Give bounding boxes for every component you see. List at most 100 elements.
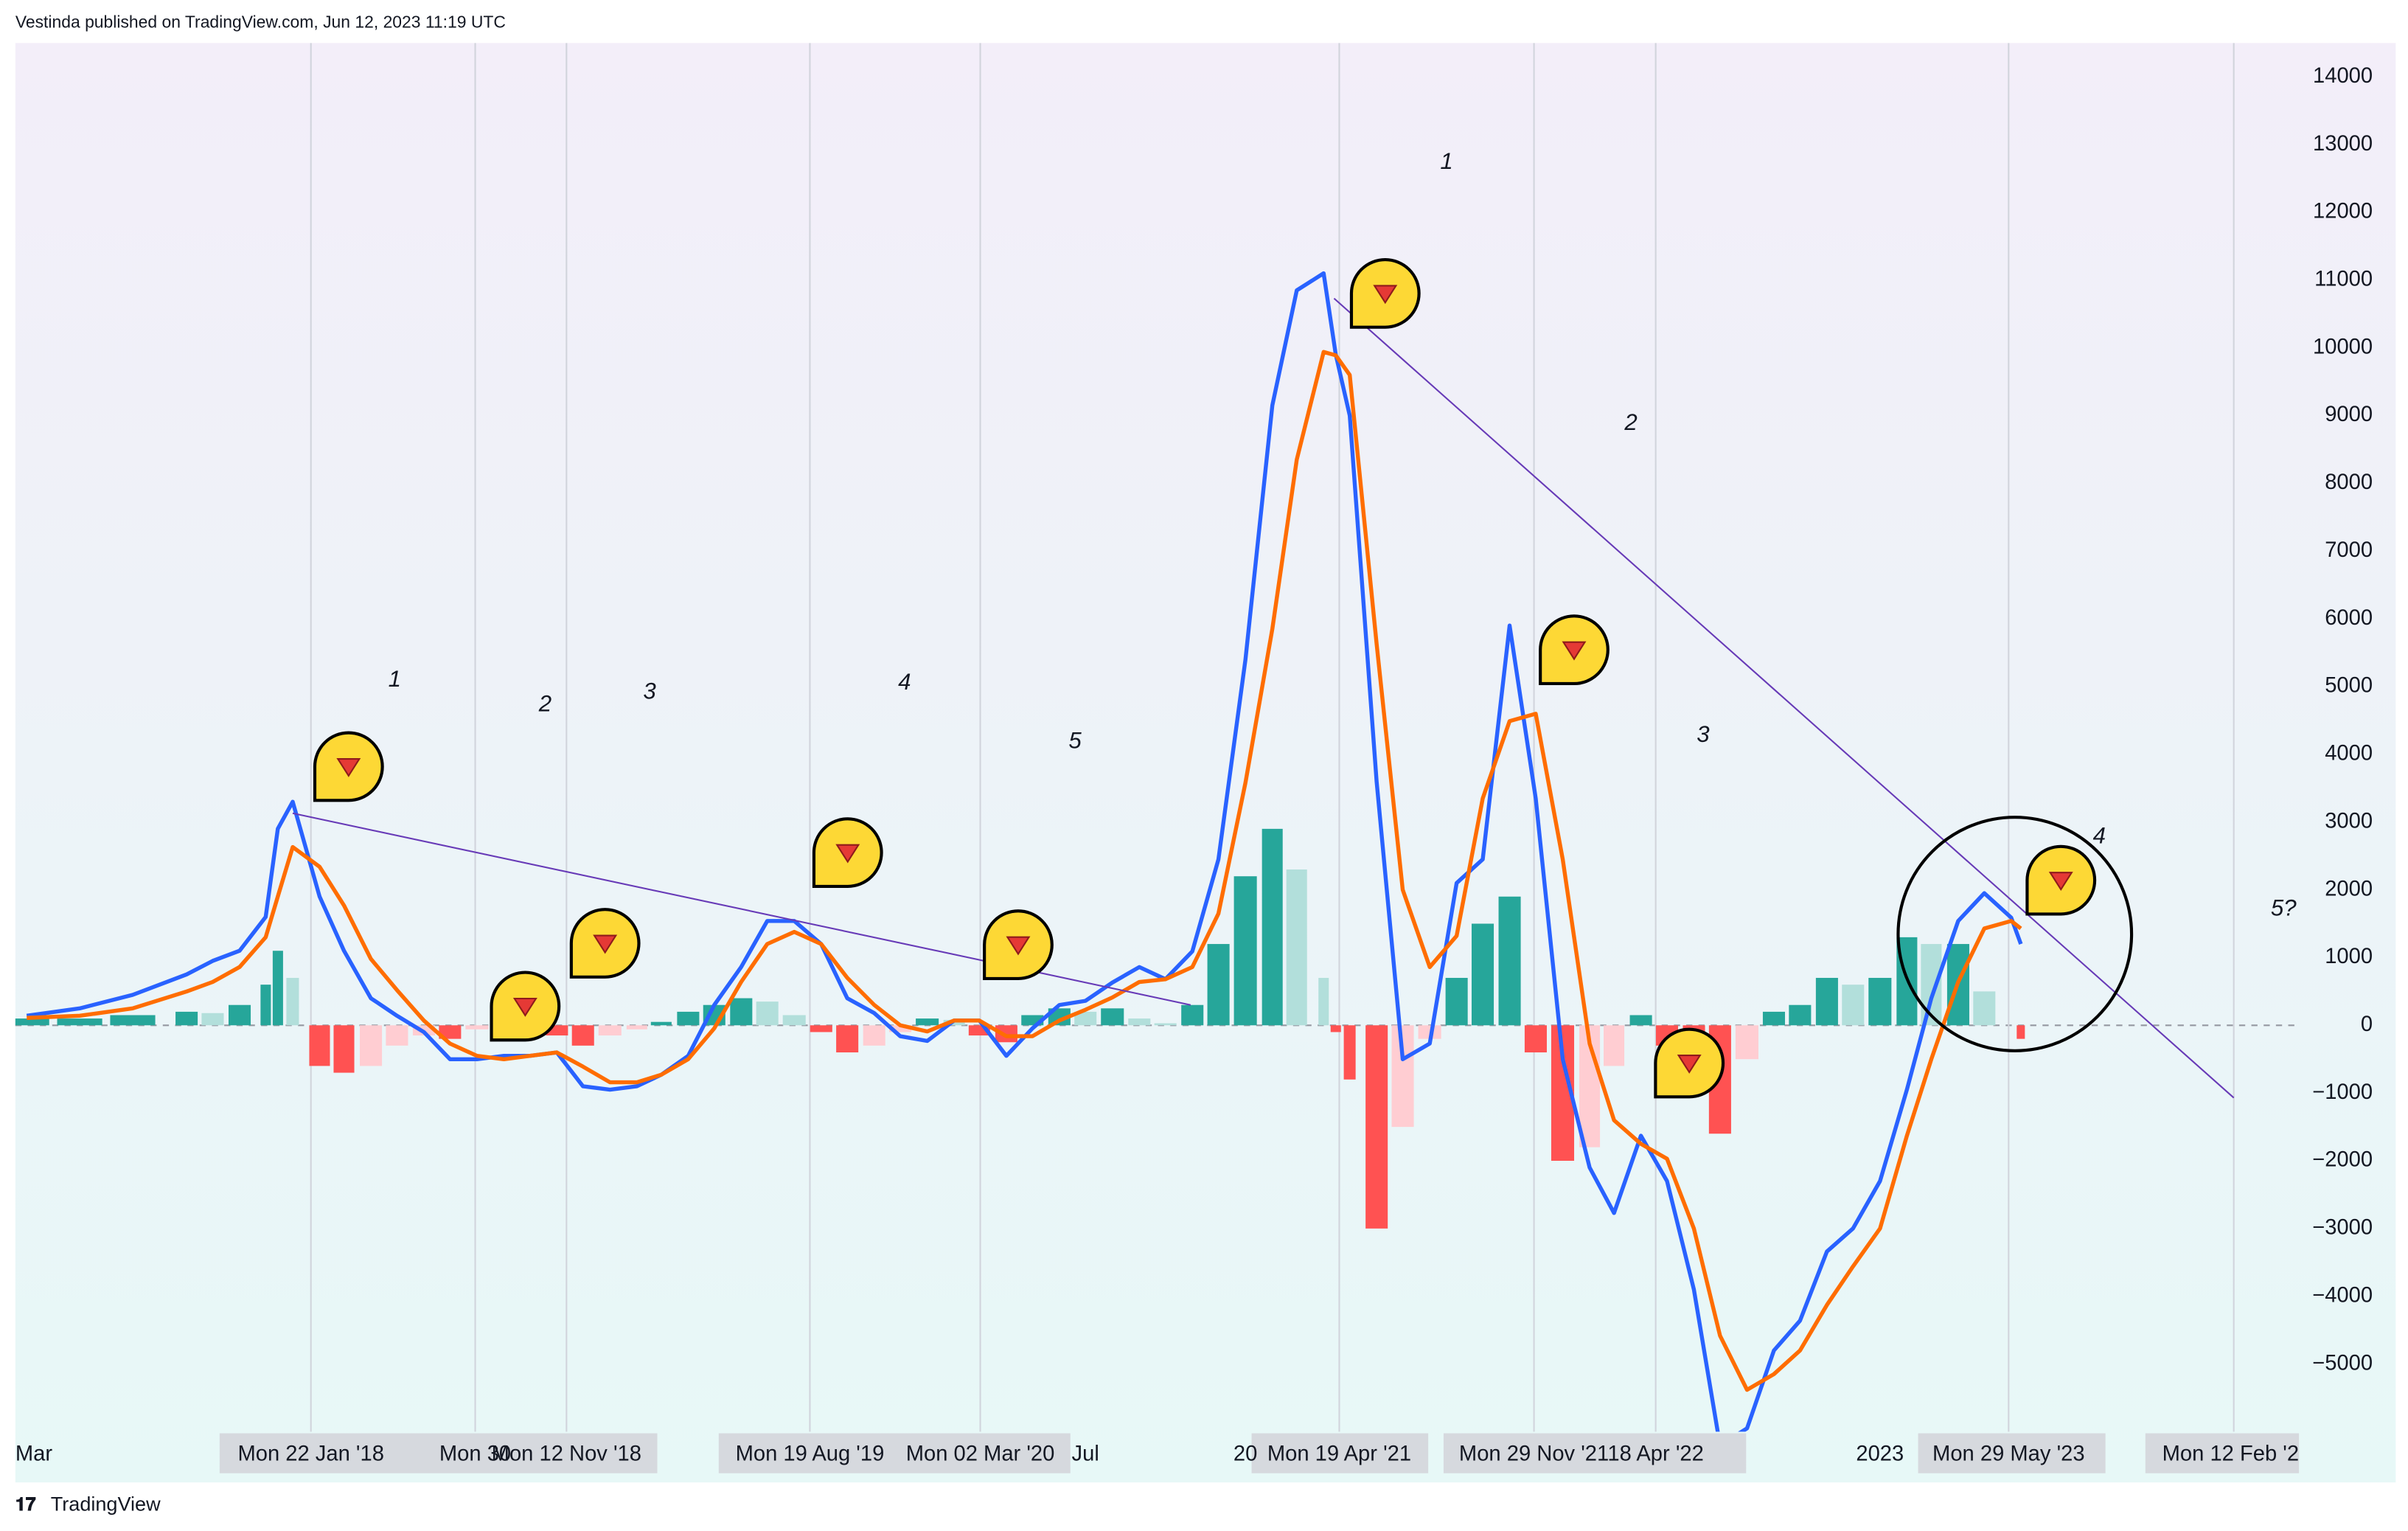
x-tick-label: 2023 (1856, 1442, 1904, 1465)
histogram-bar (810, 1025, 832, 1032)
x-tick-label: 18 Apr '22 (1607, 1442, 1703, 1465)
histogram-bar (15, 1018, 49, 1026)
marker-arrow (593, 934, 618, 954)
y-tick-label: 10000 (2313, 335, 2373, 358)
marker-arrow (512, 997, 537, 1017)
y-tick-label: 4000 (2325, 742, 2373, 766)
marker-arrow (336, 758, 361, 777)
signal-marker (983, 909, 1054, 981)
histogram-bar (1330, 1025, 1341, 1032)
histogram-bar (650, 1021, 672, 1026)
x-tick-label: Mon 29 Nov '21 (1459, 1442, 1609, 1465)
histogram-bar (863, 1025, 885, 1046)
histogram-bar (1262, 828, 1283, 1026)
series-line (27, 350, 2022, 1392)
y-tick-label: −1000 (2312, 1080, 2373, 1104)
x-tick-label: Mon 19 Aug '19 (736, 1442, 885, 1465)
histogram-bar (1973, 991, 1996, 1026)
histogram-bar (465, 1025, 489, 1030)
label-box (219, 1433, 658, 1473)
x-tick-label: Mon 30 (439, 1442, 511, 1465)
histogram-bar (756, 1001, 779, 1026)
footer: TradingView (51, 1493, 161, 1516)
histogram-bar (1207, 944, 1230, 1026)
x-tick-label: Mon 12 Nov '18 (492, 1442, 641, 1465)
x-tick-label: Mon 22 Jan '18 (237, 1442, 383, 1465)
marker-arrow (2048, 872, 2073, 892)
histogram-bar (1343, 1025, 1356, 1080)
histogram-bar (1762, 1011, 1786, 1026)
histogram-bar (1445, 977, 1468, 1026)
histogram-bar (1365, 1025, 1388, 1229)
label-box (1443, 1433, 1747, 1473)
trendline (292, 812, 1191, 1006)
histogram-bar (1286, 869, 1307, 1026)
plot-background (15, 43, 2396, 1483)
y-tick-label: 6000 (2325, 606, 2373, 630)
histogram-bar (916, 1018, 939, 1026)
marker-arrow (1562, 641, 1587, 661)
histogram-bar (175, 1011, 198, 1026)
signal-marker (569, 908, 641, 979)
y-tick-label: 12000 (2313, 200, 2373, 223)
signal-marker (313, 731, 384, 802)
histogram-bar (1498, 896, 1521, 1026)
y-tick-label: 7000 (2325, 538, 2373, 562)
histogram-bar (57, 1018, 102, 1026)
y-tick-label: −4000 (2312, 1283, 2373, 1307)
label-box (1918, 1433, 2106, 1473)
histogram-bar (836, 1025, 859, 1053)
wave-label: 2 (1624, 409, 1637, 435)
histogram-bar (286, 977, 299, 1026)
histogram-bar (1735, 1025, 1758, 1060)
wave-label: 3 (1697, 721, 1710, 747)
y-tick-label: 1000 (2325, 945, 2373, 968)
x-tick-label: Mon 02 Mar '20 (906, 1442, 1055, 1465)
histogram-bar (1318, 977, 1329, 1026)
wave-label: 5? (2271, 895, 2297, 920)
histogram-bar (1604, 1025, 1625, 1066)
histogram-bar (386, 1025, 408, 1046)
histogram-bar (1868, 977, 1892, 1026)
logo: 𝟏𝟕 (15, 1494, 36, 1515)
histogram-bar (889, 1025, 912, 1032)
histogram-bar (201, 1013, 224, 1026)
y-tick-label: −2000 (2312, 1148, 2373, 1172)
histogram-bar (782, 1015, 806, 1026)
histogram-bar (1181, 1004, 1204, 1026)
signal-marker (1654, 1027, 1725, 1099)
signal-marker (2025, 844, 2097, 916)
logo-mark: 𝟏𝟕 (15, 1494, 36, 1515)
wave-label: 4 (898, 669, 911, 695)
histogram-bar (1128, 1018, 1151, 1026)
signal-marker (1349, 257, 1421, 329)
x-tick-label: Jul (1072, 1442, 1099, 1465)
histogram-bar (272, 951, 283, 1026)
histogram-bar (309, 1025, 330, 1066)
y-tick-label: 11000 (2314, 268, 2373, 291)
marker-arrow (1677, 1055, 1702, 1074)
y-tick-label: 5000 (2325, 674, 2373, 698)
histogram-bar (1048, 1008, 1071, 1026)
histogram-bar (571, 1025, 594, 1046)
wave-label: 1 (389, 666, 401, 692)
histogram-bar (1074, 1011, 1097, 1026)
histogram-bar (1789, 1004, 1812, 1026)
y-tick-label: 9000 (2325, 403, 2373, 426)
y-tick-label: 0 (2361, 1013, 2373, 1036)
histogram-bar (1471, 923, 1494, 1026)
histogram-bar (1629, 1015, 1652, 1026)
wave-label: 3 (643, 678, 656, 704)
histogram-bar (1815, 977, 1838, 1026)
y-tick-label: −5000 (2312, 1351, 2373, 1375)
x-tick-label: Mon 19 Apr '21 (1267, 1442, 1411, 1465)
grid (15, 43, 2300, 1432)
y-tick-label: −3000 (2312, 1216, 2373, 1240)
header: Vestinda published on TradingView.com, J… (15, 12, 506, 31)
wave-label: 5 (1068, 727, 1082, 753)
y-tick-label: 8000 (2325, 471, 2373, 494)
histogram-bar (1101, 1008, 1124, 1026)
histogram-bar (110, 1015, 156, 1026)
